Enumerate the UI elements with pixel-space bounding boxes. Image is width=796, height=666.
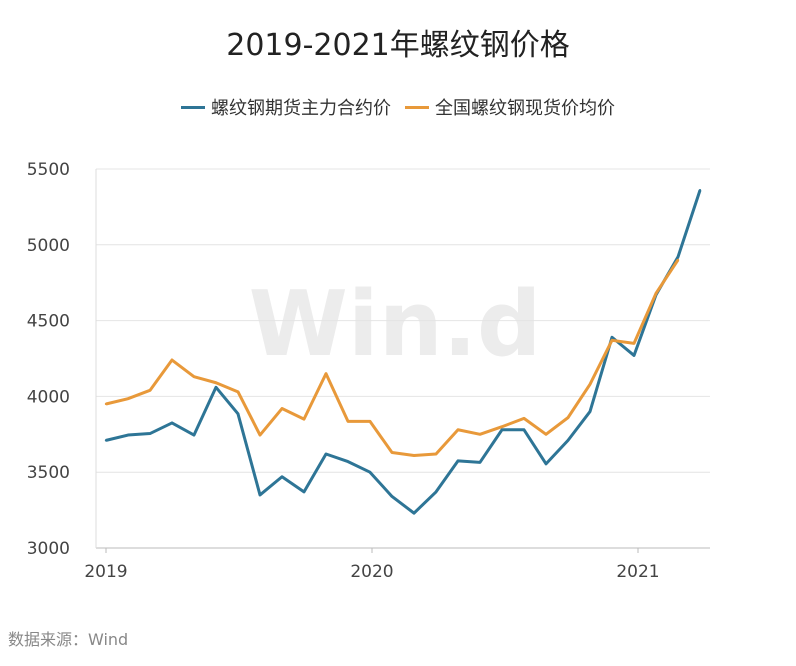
data-point [434, 452, 438, 456]
data-point [126, 433, 130, 437]
series-line-0 [105, 189, 702, 515]
data-point [324, 372, 328, 375]
data-point [390, 451, 394, 454]
y-tick-label: 3000 [27, 539, 70, 559]
data-point [522, 417, 526, 420]
legend-label: 螺纹钢期货主力合约价 [211, 98, 391, 119]
x-tick-label: 2019 [84, 562, 127, 582]
data-point [324, 452, 328, 456]
chart-title: 2019-2021年螺纹钢价格 [226, 28, 570, 63]
data-point [302, 490, 306, 494]
data-point [412, 511, 416, 515]
data-point [368, 471, 372, 474]
data-point [236, 390, 240, 394]
data-point [104, 402, 108, 406]
legend: 螺纹钢期货主力合约价 全国螺纹钢现货价均价 [0, 94, 796, 120]
data-point [610, 339, 614, 342]
data-point [566, 439, 570, 442]
data-point [434, 490, 438, 494]
y-tick-label: 5500 [27, 160, 70, 180]
data-point [676, 255, 680, 259]
watermark: Win.d [249, 272, 542, 377]
data-point [588, 410, 592, 413]
data-point [148, 432, 152, 435]
data-point [698, 189, 702, 192]
data-point [632, 342, 636, 345]
data-point [412, 454, 416, 457]
legend-swatch [405, 105, 429, 109]
data-point [456, 459, 460, 463]
data-point [148, 389, 152, 392]
data-point [104, 439, 108, 442]
data-point [478, 433, 482, 436]
data-point [676, 258, 680, 262]
legend-item-futures: 螺纹钢期货主力合约价 [181, 94, 391, 120]
source-note: 数据来源：Wind [8, 630, 129, 649]
data-point [258, 493, 262, 497]
legend-item-spot: 全国螺纹钢现货价均价 [405, 94, 615, 120]
data-point [544, 462, 548, 466]
data-point [566, 416, 570, 419]
data-point [170, 358, 174, 362]
y-tick-label: 5000 [27, 236, 70, 256]
data-point [280, 475, 284, 478]
data-point [632, 354, 636, 357]
data-point [522, 428, 526, 431]
data-point [346, 460, 350, 463]
data-point [346, 420, 350, 423]
data-point [236, 412, 240, 416]
data-point [192, 433, 196, 437]
y-tick-label: 3500 [27, 463, 70, 483]
y-tick-label: 4500 [27, 312, 70, 332]
data-point [302, 417, 306, 421]
data-point [500, 425, 504, 428]
data-point [214, 386, 218, 389]
data-point [390, 495, 394, 498]
legend-label: 全国螺纹钢现货价均价 [435, 98, 615, 119]
data-point [192, 375, 196, 378]
x-tick-label: 2020 [350, 562, 393, 582]
data-point [500, 428, 504, 431]
data-point [170, 421, 174, 425]
data-point [654, 292, 658, 295]
data-point [544, 433, 548, 436]
data-point [588, 383, 592, 386]
data-point [258, 433, 262, 437]
data-point [610, 336, 614, 339]
data-point [280, 407, 284, 410]
data-point [214, 381, 218, 384]
x-tick-label: 2021 [616, 562, 659, 582]
data-point [368, 420, 372, 423]
data-point [478, 461, 482, 464]
y-tick-label: 4000 [27, 387, 70, 407]
legend-swatch [181, 105, 205, 109]
data-point [126, 397, 130, 400]
data-point [456, 428, 460, 431]
